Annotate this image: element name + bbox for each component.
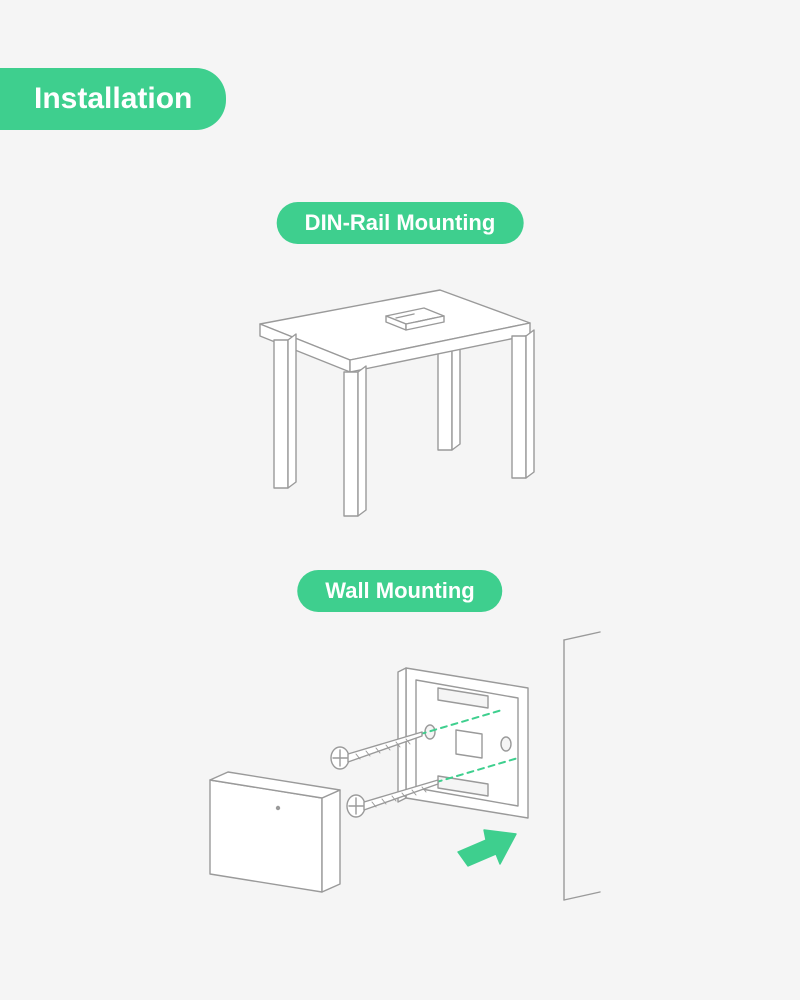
direction-arrow-icon bbox=[458, 830, 516, 866]
section-label-wall-mount: Wall Mounting bbox=[297, 570, 502, 612]
mounting-bracket bbox=[398, 668, 528, 818]
tabletop bbox=[260, 290, 530, 372]
wall-mount-diagram-svg bbox=[170, 630, 630, 930]
table-leg-front-center bbox=[344, 366, 366, 516]
section-label-text: DIN-Rail Mounting bbox=[305, 210, 496, 235]
section-label-text: Wall Mounting bbox=[325, 578, 474, 603]
wall-edge bbox=[564, 632, 600, 900]
page-heading-text: Installation bbox=[34, 82, 192, 115]
table-drawing bbox=[260, 290, 534, 516]
page-heading-pill: Installation bbox=[0, 68, 226, 130]
table-leg-front-left bbox=[274, 334, 296, 488]
section-label-din-rail: DIN-Rail Mounting bbox=[277, 202, 524, 244]
din-rail-diagram-svg bbox=[200, 260, 600, 540]
table-leg-back-right bbox=[512, 330, 534, 478]
device-cover bbox=[210, 772, 340, 892]
